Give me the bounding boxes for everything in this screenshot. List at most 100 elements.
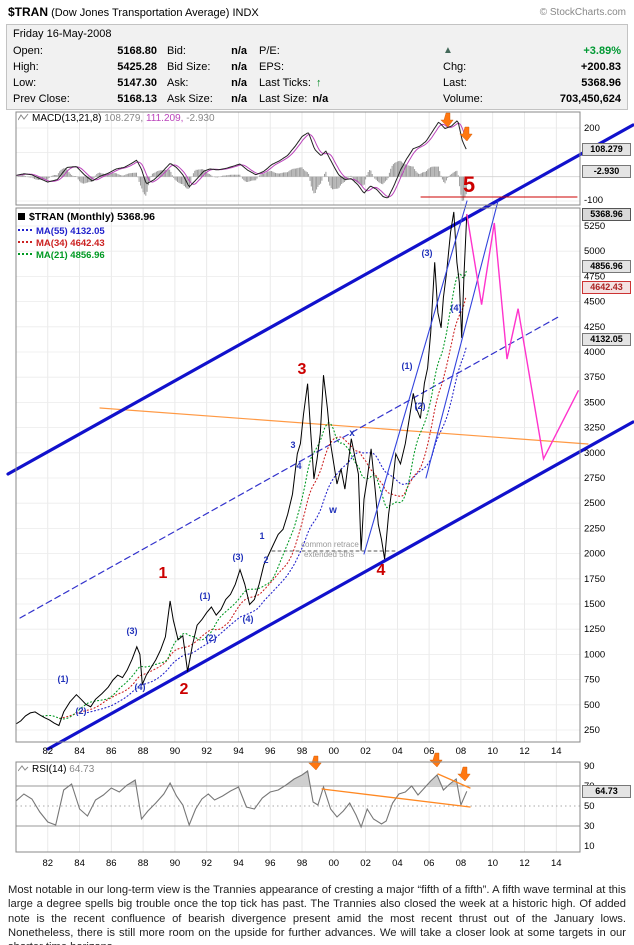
- svg-text:94: 94: [233, 858, 244, 869]
- svg-text:90: 90: [584, 761, 595, 772]
- macd-plot: [16, 120, 467, 201]
- svg-text:14: 14: [551, 858, 562, 869]
- main-panel-border: [15, 207, 581, 743]
- low-value: 5147.30: [117, 77, 157, 89]
- rsi-legend-label: RSI(14): [32, 764, 67, 775]
- wave-label: (4): [451, 303, 462, 313]
- svg-text:3500: 3500: [584, 397, 605, 408]
- ma55-swatch-icon: [18, 229, 32, 231]
- quote-date: Friday 16-May-2008: [13, 28, 112, 40]
- percent-change-value: +3.89%: [583, 45, 621, 57]
- svg-text:2500: 2500: [584, 498, 605, 509]
- wave-label: 4: [296, 461, 301, 471]
- projected-decline-zigzag: [466, 213, 580, 461]
- symbol-description: (Dow Jones Transportation Average) INDX: [48, 7, 259, 19]
- svg-text:3000: 3000: [584, 448, 605, 459]
- svg-text:1000: 1000: [584, 649, 605, 660]
- orange-down-arrow-icon: [440, 112, 454, 128]
- svg-text:86: 86: [106, 858, 117, 869]
- ma34-swatch-icon: [18, 241, 32, 243]
- svg-text:1750: 1750: [584, 574, 605, 585]
- macd-hist-value: -2.930: [186, 113, 215, 124]
- svg-text:50: 50: [584, 801, 595, 812]
- svg-text:88: 88: [138, 858, 149, 869]
- prev-close-value: 5168.13: [117, 93, 157, 105]
- svg-text:96: 96: [265, 746, 276, 757]
- svg-text:92: 92: [201, 858, 212, 869]
- wave-label: (2): [206, 633, 217, 643]
- svg-text:250: 250: [584, 725, 600, 736]
- svg-text:82: 82: [43, 858, 54, 869]
- svg-text:04: 04: [392, 858, 403, 869]
- wave-label: 3: [290, 440, 295, 450]
- rsi-panel-border: [15, 761, 581, 853]
- price-legend: $TRAN (Monthly) 5368.96: [18, 211, 155, 223]
- wave-label: (3): [233, 552, 244, 562]
- volume-value: 703,450,624: [559, 93, 621, 105]
- wave-label: 1: [159, 565, 168, 582]
- wave-label: 2: [263, 555, 268, 565]
- open-value: 5168.80: [117, 45, 157, 57]
- rsi-line: [16, 770, 468, 829]
- svg-text:5000: 5000: [584, 246, 605, 257]
- svg-text:4500: 4500: [584, 297, 605, 308]
- svg-text:200: 200: [584, 123, 600, 134]
- axis-value-box: 4642.43: [582, 281, 631, 294]
- wave-label: (4): [243, 614, 254, 624]
- wave-label: x: [349, 428, 355, 439]
- ask-value: n/a: [231, 77, 247, 89]
- axis-value-box: 108.279: [582, 143, 631, 156]
- svg-text:84: 84: [74, 858, 85, 869]
- svg-text:04: 04: [392, 746, 403, 757]
- orange-down-arrow-icon: [308, 755, 322, 771]
- pe-label: P/E:: [259, 45, 280, 57]
- last-label: Last:: [443, 77, 467, 89]
- axis-value-box: 64.73: [582, 785, 631, 798]
- macd-legend: MACD(13,21,8) 108.279, 111.209, -2.930: [17, 113, 215, 125]
- quote-panel: Friday 16-May-2008 Open: 5168.80 High: 542…: [6, 24, 628, 110]
- svg-text:10: 10: [487, 858, 498, 869]
- rsi-legend-icon: [17, 764, 29, 776]
- svg-text:2250: 2250: [584, 523, 605, 534]
- axis-tick-labels: 2505007501000125015001750200022502500275…: [43, 123, 606, 869]
- svg-text:3250: 3250: [584, 423, 605, 434]
- svg-text:86: 86: [106, 746, 117, 757]
- ma55-label: MA(55) 4132.05: [36, 226, 105, 237]
- orange-down-arrow-icon: [459, 126, 473, 142]
- svg-text:2750: 2750: [584, 473, 605, 484]
- svg-text:08: 08: [456, 746, 467, 757]
- high-value: 5425.28: [117, 61, 157, 73]
- svg-text:94: 94: [233, 746, 244, 757]
- wave-label: w: [328, 505, 337, 516]
- svg-text:4750: 4750: [584, 271, 605, 282]
- quote-bidask-group: Bid: n/a Bid Size: n/a Ask: n/a Ask Size: n/…: [167, 43, 247, 107]
- grid-lines: [16, 112, 580, 852]
- bid-label: Bid:: [167, 45, 186, 57]
- svg-text:12: 12: [519, 858, 530, 869]
- bid-value: n/a: [231, 45, 247, 57]
- svg-text:-100: -100: [584, 195, 603, 206]
- svg-text:00: 00: [329, 858, 340, 869]
- ma21-legend: MA(21) 4856.96: [18, 250, 105, 261]
- wave-label: 2: [180, 681, 189, 698]
- macd-value: 108.279,: [104, 113, 144, 124]
- axis-value-box: -2.930: [582, 165, 631, 178]
- wave-label: 1: [259, 531, 264, 541]
- price-legend-icon: [18, 213, 25, 220]
- svg-text:12: 12: [519, 746, 530, 757]
- axis-value-box: 4132.05: [582, 333, 631, 346]
- wave-label: (3): [127, 626, 138, 636]
- quote-ohlc-group: Open: 5168.80 High: 5425.28 Low: 5147.30 Pr…: [13, 43, 157, 107]
- rsi-plot: [16, 770, 468, 829]
- wave-label: (1): [402, 361, 413, 371]
- chart-header: $TRAN (Dow Jones Transportation Average)…: [8, 5, 259, 19]
- macd-panel-border: [15, 111, 581, 206]
- ask-size-value: n/a: [231, 93, 247, 105]
- svg-text:5250: 5250: [584, 221, 605, 232]
- annotation-overlays: [308, 112, 580, 808]
- svg-text:00: 00: [329, 746, 340, 757]
- last-ticks-up-arrow-icon: ↑: [315, 77, 322, 89]
- svg-text:84: 84: [74, 746, 85, 757]
- svg-text:10: 10: [487, 746, 498, 757]
